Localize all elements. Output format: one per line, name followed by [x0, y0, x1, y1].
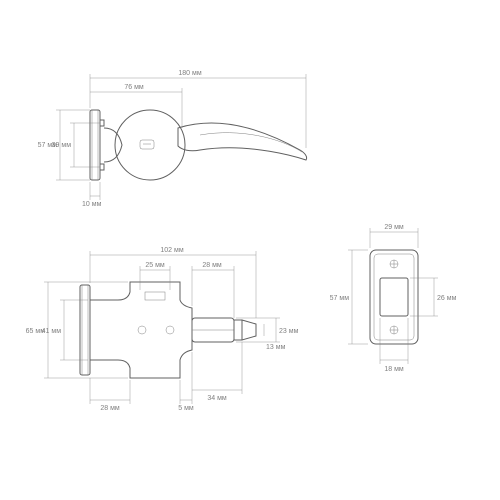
technical-drawing: 180 мм 76 мм 57 мм 39 мм 10 мм [0, 0, 500, 500]
dim-sp-29: 29 мм [384, 224, 404, 231]
dim-sp-18: 18 мм [384, 366, 404, 373]
dim-23: 23 мм [279, 328, 299, 335]
dim-41: 41 мм [42, 328, 62, 335]
handle-side-view: 180 мм 76 мм 57 мм 39 мм 10 мм [38, 70, 307, 208]
strike-plate-view: 29 мм 57 мм 26 мм 18 мм [330, 224, 457, 373]
latch-assembly-view: 102 мм 25 мм 28 мм 65 мм 41 мм 28 мм 5 м… [26, 247, 299, 412]
dim-25: 25 мм [145, 262, 165, 269]
dim-39: 39 мм [52, 142, 72, 149]
dim-28b: 28 мм [202, 262, 222, 269]
dim-28a: 28 мм [100, 405, 120, 412]
dim-76: 76 мм [124, 84, 144, 91]
dim-102: 102 мм [160, 247, 183, 254]
dim-5: 5 мм [178, 405, 194, 412]
dim-sp-26: 26 мм [437, 295, 457, 302]
dim-13: 13 мм [266, 344, 286, 351]
dim-34: 34 мм [207, 395, 227, 402]
dim-10: 10 мм [82, 201, 102, 208]
dim-sp-57: 57 мм [330, 295, 350, 302]
dim-overall-width: 180 мм [178, 70, 201, 77]
